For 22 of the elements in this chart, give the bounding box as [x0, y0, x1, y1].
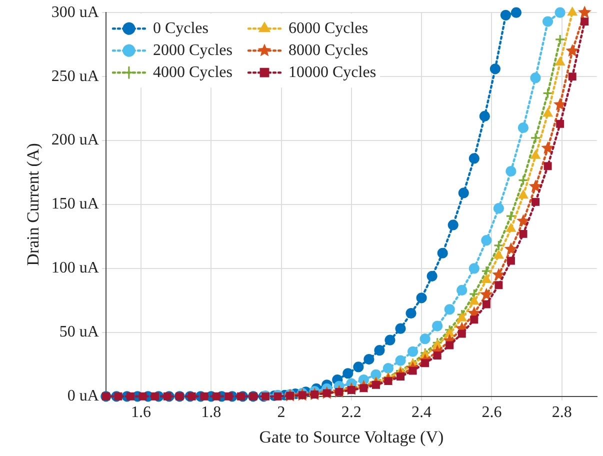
legend-label: 0 Cycles [152, 20, 208, 37]
x-axis-title: Gate to Source Voltage (V) [259, 427, 444, 446]
x-tick-label: 2.8 [552, 404, 572, 422]
y-tick-label: 100 uA [51, 260, 100, 277]
y-tick-label: 300 uA [51, 4, 100, 21]
legend-label: 6000 Cycles [288, 20, 368, 37]
legend-label: 10000 Cycles [288, 64, 376, 81]
y-tick-label: 250 uA [51, 68, 100, 85]
x-tick-label: 2 [277, 404, 286, 422]
legend-label: 4000 Cycles [152, 64, 232, 81]
x-tick-label: 2.4 [412, 404, 432, 422]
x-tick-label: 2.2 [341, 404, 362, 422]
y-tick-label: 0 uA [67, 388, 100, 405]
x-tick-label: 1.8 [201, 404, 222, 422]
x-tick-label: 1.6 [131, 404, 152, 422]
y-tick-label: 50 uA [59, 324, 100, 341]
x-tick-label: 2.6 [482, 404, 502, 422]
y-axis-title: Drain Current (A) [24, 143, 43, 266]
legend-label: 8000 Cycles [288, 42, 368, 59]
y-tick-label: 150 uA [51, 196, 100, 213]
y-tick-label: 200 uA [51, 132, 100, 149]
legend-label: 2000 Cycles [152, 42, 232, 59]
